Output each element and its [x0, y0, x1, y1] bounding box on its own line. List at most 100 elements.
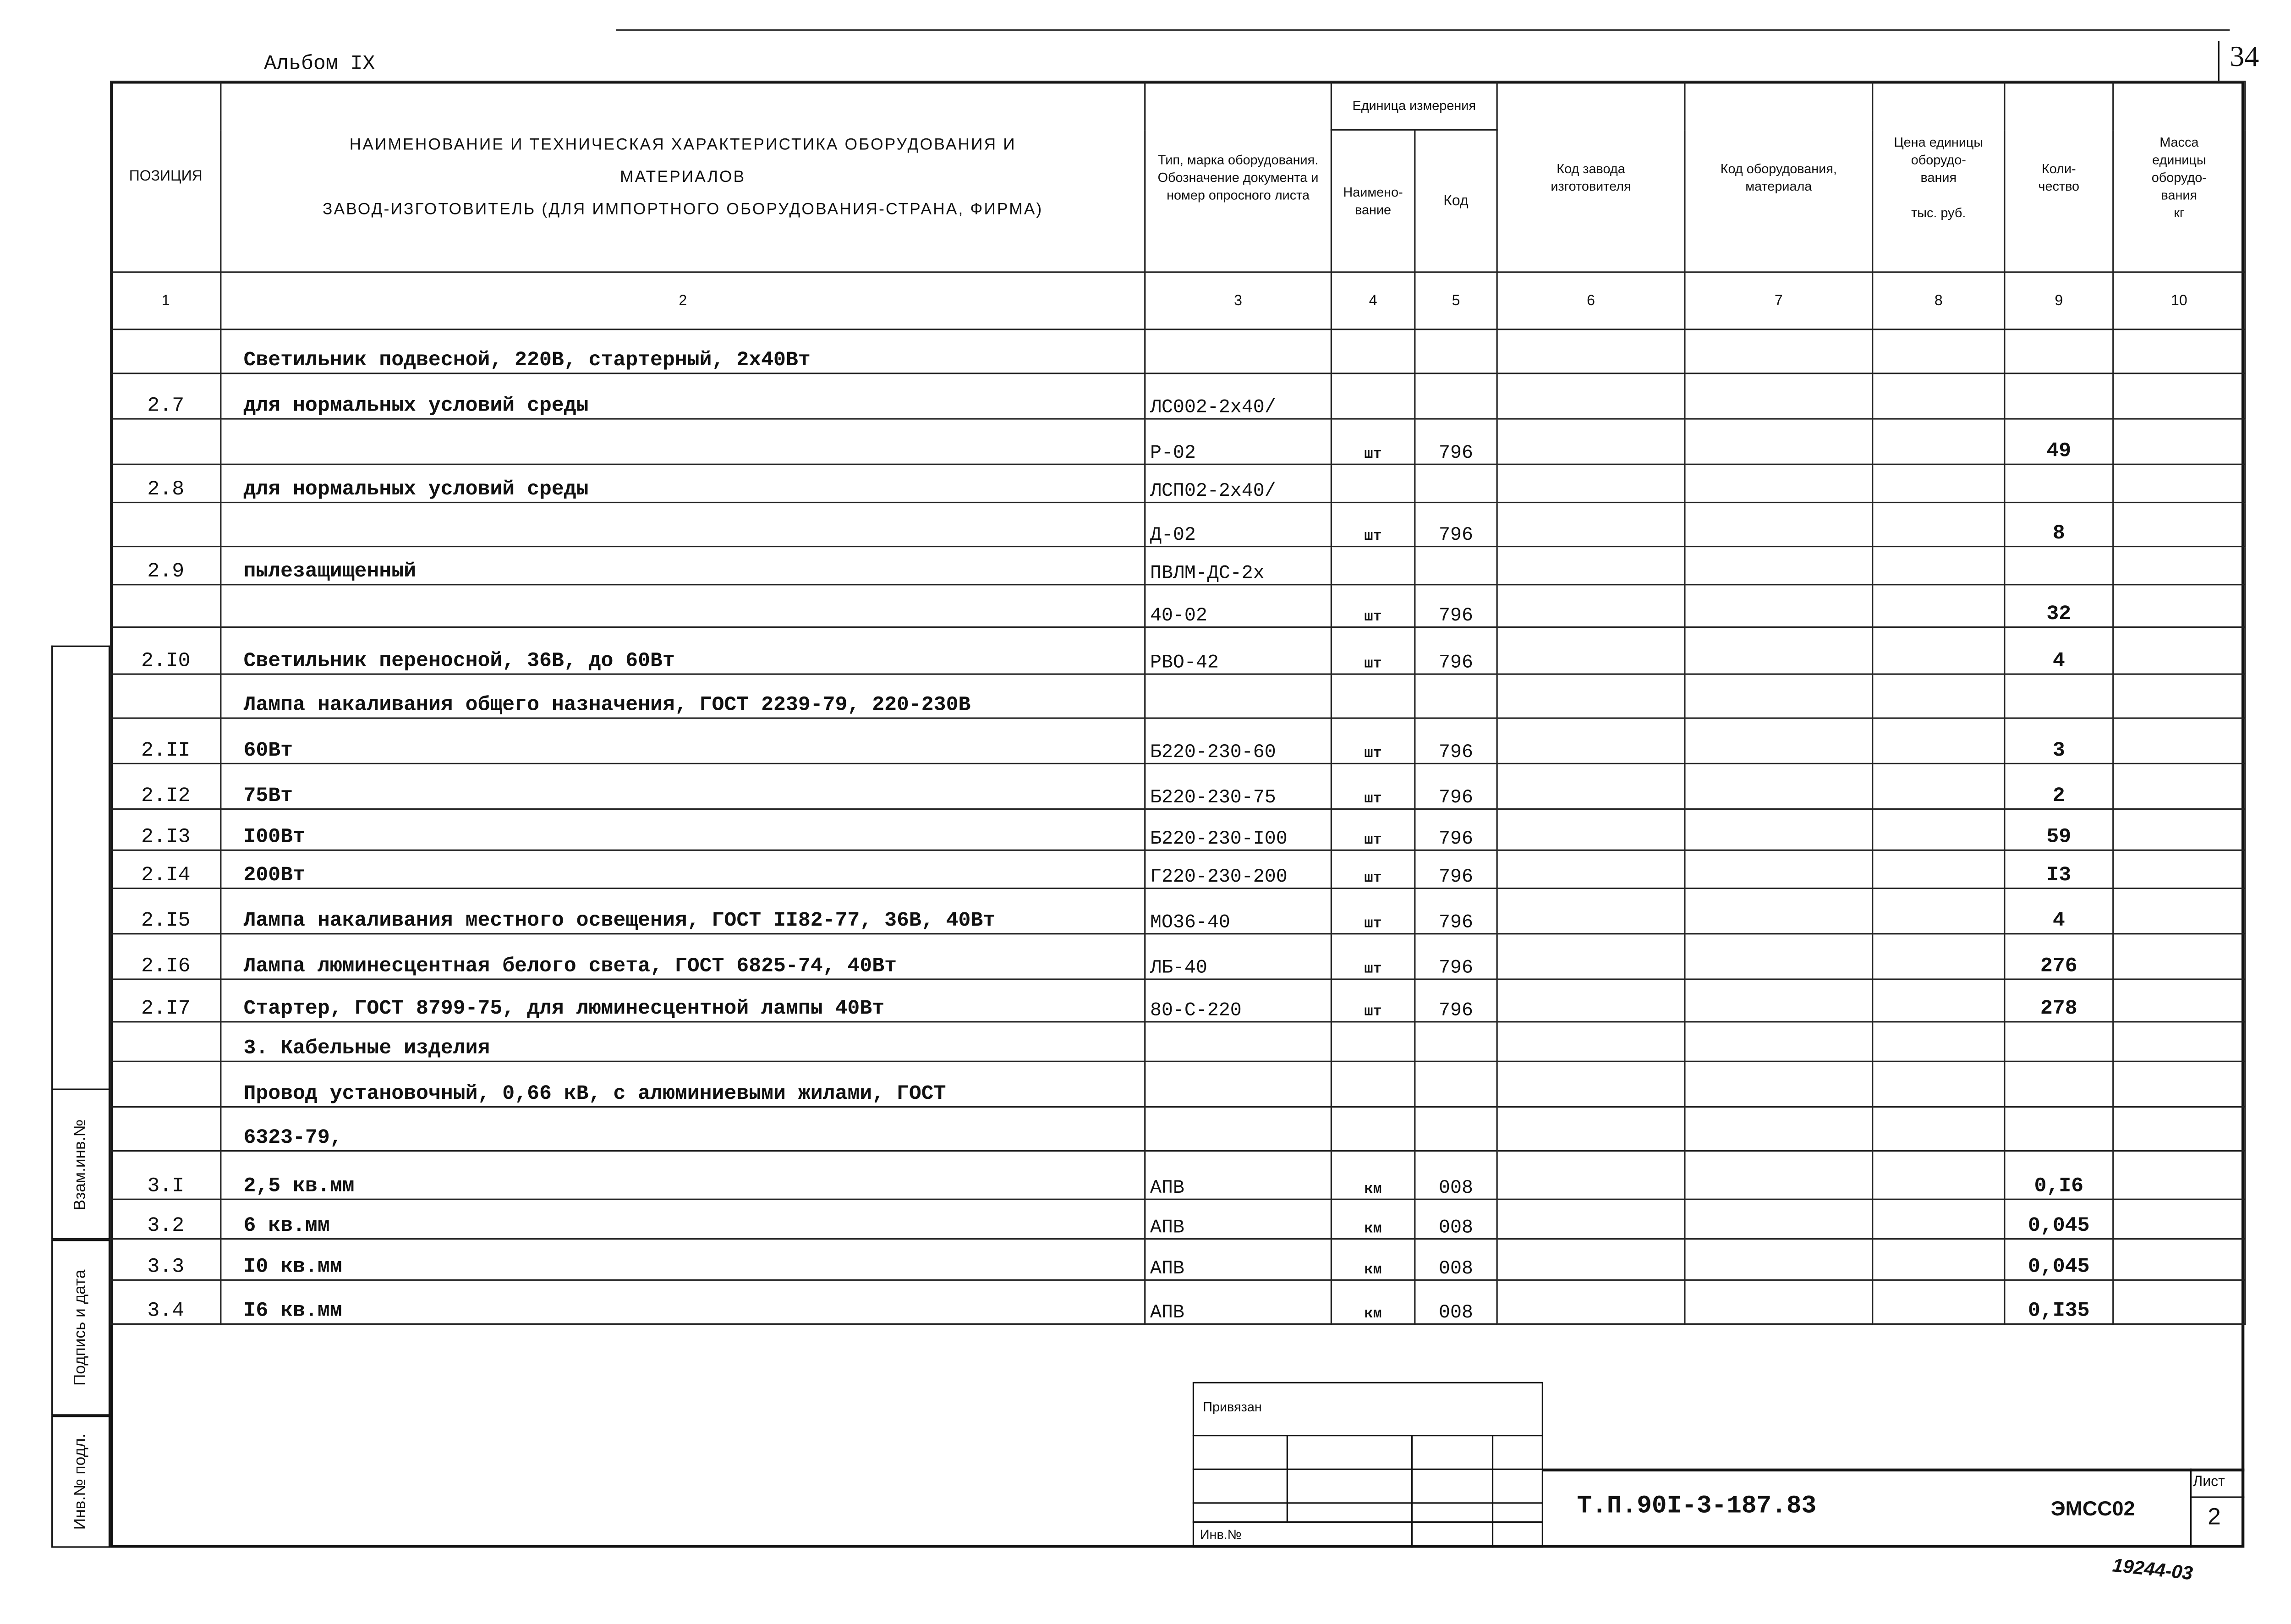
header-mass-label: Масса единицы оборудо-вания	[2151, 134, 2207, 202]
quantity-cell: 278	[2004, 978, 2114, 1023]
material-code-cell	[1684, 1279, 1874, 1325]
position-cell: 2.I7	[110, 978, 222, 1023]
price-cell	[1872, 545, 2006, 586]
price-cell	[1872, 626, 2006, 675]
position-cell: 2.I6	[110, 933, 222, 980]
column-number: 2	[220, 271, 1146, 330]
quantity-cell: 3	[2004, 717, 2114, 764]
unit-code-cell: 796	[1414, 501, 1498, 548]
position-cell: 3.I	[110, 1150, 222, 1200]
position-cell	[110, 329, 222, 374]
factory-code-cell	[1496, 501, 1686, 548]
name-cell: Стартер, ГОСТ 8799-75, для люминесцентно…	[220, 978, 1146, 1023]
price-cell	[1872, 373, 2006, 420]
material-code-cell	[1684, 584, 1874, 628]
table-row: 2.9 пылезащищенный ПВЛМ-ДС-2х	[110, 545, 2246, 586]
sheet-code: ЭМСС02	[2050, 1496, 2135, 1520]
mass-cell	[2112, 584, 2246, 628]
material-code-cell	[1684, 673, 1874, 719]
position-cell	[110, 1021, 222, 1062]
name-cell: I6 кв.мм	[220, 1279, 1146, 1325]
column-number: 5	[1414, 271, 1498, 330]
material-code-cell	[1684, 626, 1874, 675]
name-cell: Лампа люминесцентная белого света, ГОСТ …	[220, 933, 1146, 980]
column-number: 9	[2004, 271, 2114, 330]
header-mass: Масса единицы оборудо-вания кг	[2112, 81, 2246, 273]
corner-sheet-number: 34	[2230, 41, 2259, 74]
side-inv-original: Инв.№ подл.	[51, 1416, 110, 1548]
factory-code-cell	[1496, 545, 1686, 586]
material-code-cell	[1684, 1198, 1874, 1240]
unit-code-cell: 796	[1414, 808, 1498, 851]
price-cell	[1872, 808, 2006, 851]
unit-code-cell: 008	[1414, 1238, 1498, 1281]
unit-cell: шт	[1330, 763, 1416, 810]
factory-code-cell	[1496, 418, 1686, 465]
price-cell	[1872, 329, 2006, 374]
name-cell: 6323-79,	[220, 1106, 1146, 1152]
position-cell: 2.I0	[110, 626, 222, 675]
factory-code-cell	[1496, 887, 1686, 935]
material-code-cell	[1684, 418, 1874, 465]
quantity-cell	[2004, 329, 2114, 374]
header-price: Цена единицы оборудо-вания тыс. руб.	[1872, 81, 2006, 273]
position-cell: 3.4	[110, 1279, 222, 1325]
column-number: 3	[1144, 271, 1332, 330]
column-number: 7	[1684, 271, 1874, 330]
table-row: 2.I0 Светильник переносной, 36В, до 60Вт Р…	[110, 626, 2246, 675]
material-code-cell	[1684, 717, 1874, 764]
header-unit-name: Наимено-вание	[1330, 129, 1416, 273]
quantity-cell: 4	[2004, 626, 2114, 675]
name-cell: для нормальных условий среды	[220, 373, 1146, 420]
factory-code-cell	[1496, 808, 1686, 851]
unit-cell: шт	[1330, 418, 1416, 465]
name-cell: Лампа накаливания общего назначения, ГОС…	[220, 673, 1146, 719]
factory-code-cell	[1496, 1060, 1686, 1108]
mass-cell	[2112, 763, 2246, 810]
type-cell	[1144, 1106, 1332, 1152]
mass-cell	[2112, 717, 2246, 764]
factory-code-cell	[1496, 1279, 1686, 1325]
header-position: ПОЗИЦИЯ	[110, 81, 222, 273]
type-cell	[1144, 329, 1332, 374]
factory-code-cell	[1496, 463, 1686, 504]
position-cell	[110, 418, 222, 465]
position-cell: 2.I5	[110, 887, 222, 935]
unit-cell: км	[1330, 1238, 1416, 1281]
quantity-cell: 276	[2004, 933, 2114, 980]
type-cell: АПВ	[1144, 1198, 1332, 1240]
tb-vline	[1286, 1435, 1288, 1521]
header-name-line1: НАИМЕНОВАНИЕ И ТЕХНИЧЕСКАЯ ХАРАКТЕРИСТИК…	[349, 136, 1016, 154]
quantity-cell: 4	[2004, 887, 2114, 935]
sheet-number: 2	[2208, 1505, 2221, 1531]
material-code-cell	[1684, 849, 1874, 889]
name-cell: I0 кв.мм	[220, 1238, 1146, 1281]
position-cell: 2.9	[110, 545, 222, 586]
unit-code-cell	[1414, 1060, 1498, 1108]
table-row: 2.I3 I00Вт Б220-230-I00 шт 796 59	[110, 808, 2246, 851]
mass-cell	[2112, 673, 2246, 719]
factory-code-cell	[1496, 1106, 1686, 1152]
type-cell	[1144, 1060, 1332, 1108]
header-factory-code: Код завода изготовителя	[1496, 81, 1686, 273]
unit-cell: шт	[1330, 849, 1416, 889]
unit-cell: шт	[1330, 626, 1416, 675]
table-row: 2.I5 Лампа накаливания местного освещения…	[110, 887, 2246, 935]
price-cell	[1872, 1150, 2006, 1200]
type-cell: РВО-42	[1144, 626, 1332, 675]
name-cell: 3. Кабельные изделия	[220, 1021, 1146, 1062]
specification-table: ПОЗИЦИЯ НАИМЕНОВАНИЕ И ТЕХНИЧЕСКАЯ ХАРАК…	[110, 81, 2246, 1325]
material-code-cell	[1684, 933, 1874, 980]
unit-code-cell	[1414, 673, 1498, 719]
unit-code-cell: 796	[1414, 978, 1498, 1023]
side-replace-inv: Взам.инв.№	[51, 1088, 110, 1240]
price-cell	[1872, 1198, 2006, 1240]
factory-code-cell	[1496, 763, 1686, 810]
quantity-cell	[2004, 1060, 2114, 1108]
unit-code-cell: 796	[1414, 763, 1498, 810]
price-cell	[1872, 849, 2006, 889]
name-cell: пылезащищенный	[220, 545, 1146, 586]
material-code-cell	[1684, 978, 1874, 1023]
unit-cell	[1330, 545, 1416, 586]
price-cell	[1872, 717, 2006, 764]
